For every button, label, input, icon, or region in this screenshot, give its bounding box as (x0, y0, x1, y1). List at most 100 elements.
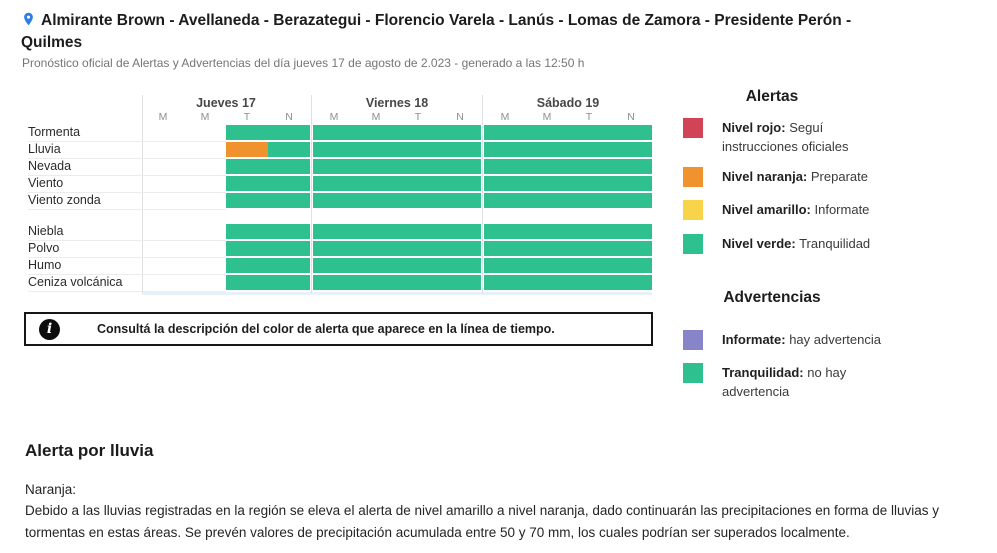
timeline-cell[interactable] (568, 258, 610, 273)
timeline-cell[interactable] (568, 241, 610, 256)
timeline-cell[interactable] (484, 193, 526, 208)
timeline-cell[interactable] (313, 159, 355, 174)
timeline-cell[interactable] (397, 241, 439, 256)
legend-rest: Tranquilidad (799, 236, 871, 251)
timeline-cell[interactable] (526, 224, 568, 239)
alert-timeline: Jueves 17 M M T N Viernes 18 M M T N Sábado 19… (28, 95, 652, 295)
timeline-cell[interactable] (313, 176, 355, 191)
timeline-cell[interactable] (526, 176, 568, 191)
timeline-cell[interactable] (268, 224, 310, 239)
timeline-cell[interactable] (484, 275, 526, 290)
timeline-cell[interactable] (355, 176, 397, 191)
timeline-cell[interactable] (484, 258, 526, 273)
timeline-cell[interactable] (355, 142, 397, 157)
timeline-cell[interactable] (526, 241, 568, 256)
day-cell-group (142, 142, 310, 157)
timeline-cell[interactable] (484, 176, 526, 191)
timeline-cell[interactable] (484, 125, 526, 140)
timeline-cell[interactable] (568, 193, 610, 208)
timeline-cell[interactable] (568, 159, 610, 174)
day-cell-group (484, 193, 652, 208)
timeline-cell[interactable] (397, 193, 439, 208)
timeline-cell[interactable] (610, 159, 652, 174)
timeline-cell[interactable] (610, 176, 652, 191)
timeline-cell[interactable] (568, 176, 610, 191)
timeline-cell[interactable] (268, 193, 310, 208)
timeline-cell[interactable] (313, 142, 355, 157)
timeline-cell[interactable] (610, 142, 652, 157)
timeline-cell[interactable] (268, 176, 310, 191)
timeline-cell[interactable] (526, 258, 568, 273)
timeline-cell[interactable] (397, 224, 439, 239)
timeline-cell[interactable] (397, 258, 439, 273)
timeline-cell[interactable] (439, 176, 481, 191)
timeline-cell[interactable] (484, 142, 526, 157)
timeline-cell[interactable] (268, 258, 310, 273)
slot-letter: M (329, 111, 339, 123)
timeline-cell (142, 258, 184, 273)
timeline-cell[interactable] (526, 142, 568, 157)
timeline-cell[interactable] (313, 241, 355, 256)
timeline-cell[interactable] (355, 275, 397, 290)
timeline-cell[interactable] (610, 125, 652, 140)
timeline-cell[interactable] (226, 224, 268, 239)
timeline-cell[interactable] (313, 125, 355, 140)
day-cell-group (142, 193, 310, 208)
timeline-cell[interactable] (526, 193, 568, 208)
timeline-cell[interactable] (439, 142, 481, 157)
timeline-cell[interactable] (397, 275, 439, 290)
timeline-cell[interactable] (397, 142, 439, 157)
timeline-cell[interactable] (313, 275, 355, 290)
timeline-cell[interactable] (355, 241, 397, 256)
timeline-cell[interactable] (397, 125, 439, 140)
timeline-cell[interactable] (355, 193, 397, 208)
timeline-cell[interactable] (313, 224, 355, 239)
timeline-cell[interactable] (610, 224, 652, 239)
timeline-cell[interactable] (439, 241, 481, 256)
timeline-cell[interactable] (226, 125, 268, 140)
timeline-cell[interactable] (439, 258, 481, 273)
timeline-cell[interactable] (268, 275, 310, 290)
timeline-cell[interactable] (268, 142, 310, 157)
legend-bold: Nivel naranja: (722, 169, 808, 184)
timeline-cell[interactable] (226, 275, 268, 290)
timeline-cell[interactable] (439, 125, 481, 140)
timeline-cell[interactable] (268, 241, 310, 256)
timeline-cell[interactable] (226, 159, 268, 174)
timeline-cell[interactable] (226, 258, 268, 273)
timeline-cell (142, 125, 184, 140)
timeline-cell[interactable] (397, 159, 439, 174)
timeline-cell[interactable] (268, 159, 310, 174)
timeline-cell[interactable] (484, 224, 526, 239)
timeline-cell[interactable] (313, 193, 355, 208)
timeline-cell[interactable] (484, 241, 526, 256)
timeline-cell[interactable] (439, 159, 481, 174)
timeline-cell[interactable] (568, 125, 610, 140)
timeline-cell[interactable] (355, 258, 397, 273)
timeline-cell[interactable] (610, 241, 652, 256)
timeline-cell[interactable] (526, 275, 568, 290)
timeline-cell[interactable] (568, 142, 610, 157)
timeline-cell[interactable] (439, 224, 481, 239)
timeline-cell[interactable] (610, 275, 652, 290)
timeline-cell[interactable] (484, 159, 526, 174)
timeline-cell[interactable] (397, 176, 439, 191)
timeline-cell[interactable] (313, 258, 355, 273)
timeline-cell[interactable] (568, 224, 610, 239)
timeline-cell[interactable] (526, 159, 568, 174)
timeline-cell[interactable] (268, 125, 310, 140)
timeline-cell[interactable] (355, 224, 397, 239)
slot-letter: N (627, 111, 635, 123)
timeline-cell[interactable] (226, 193, 268, 208)
timeline-cell[interactable] (439, 193, 481, 208)
timeline-cell[interactable] (568, 275, 610, 290)
timeline-cell[interactable] (355, 125, 397, 140)
timeline-cell[interactable] (355, 159, 397, 174)
timeline-cell[interactable] (610, 258, 652, 273)
timeline-cell[interactable] (610, 193, 652, 208)
timeline-cell[interactable] (226, 142, 268, 157)
timeline-cell[interactable] (226, 176, 268, 191)
timeline-cell[interactable] (226, 241, 268, 256)
timeline-cell[interactable] (439, 275, 481, 290)
timeline-cell[interactable] (526, 125, 568, 140)
